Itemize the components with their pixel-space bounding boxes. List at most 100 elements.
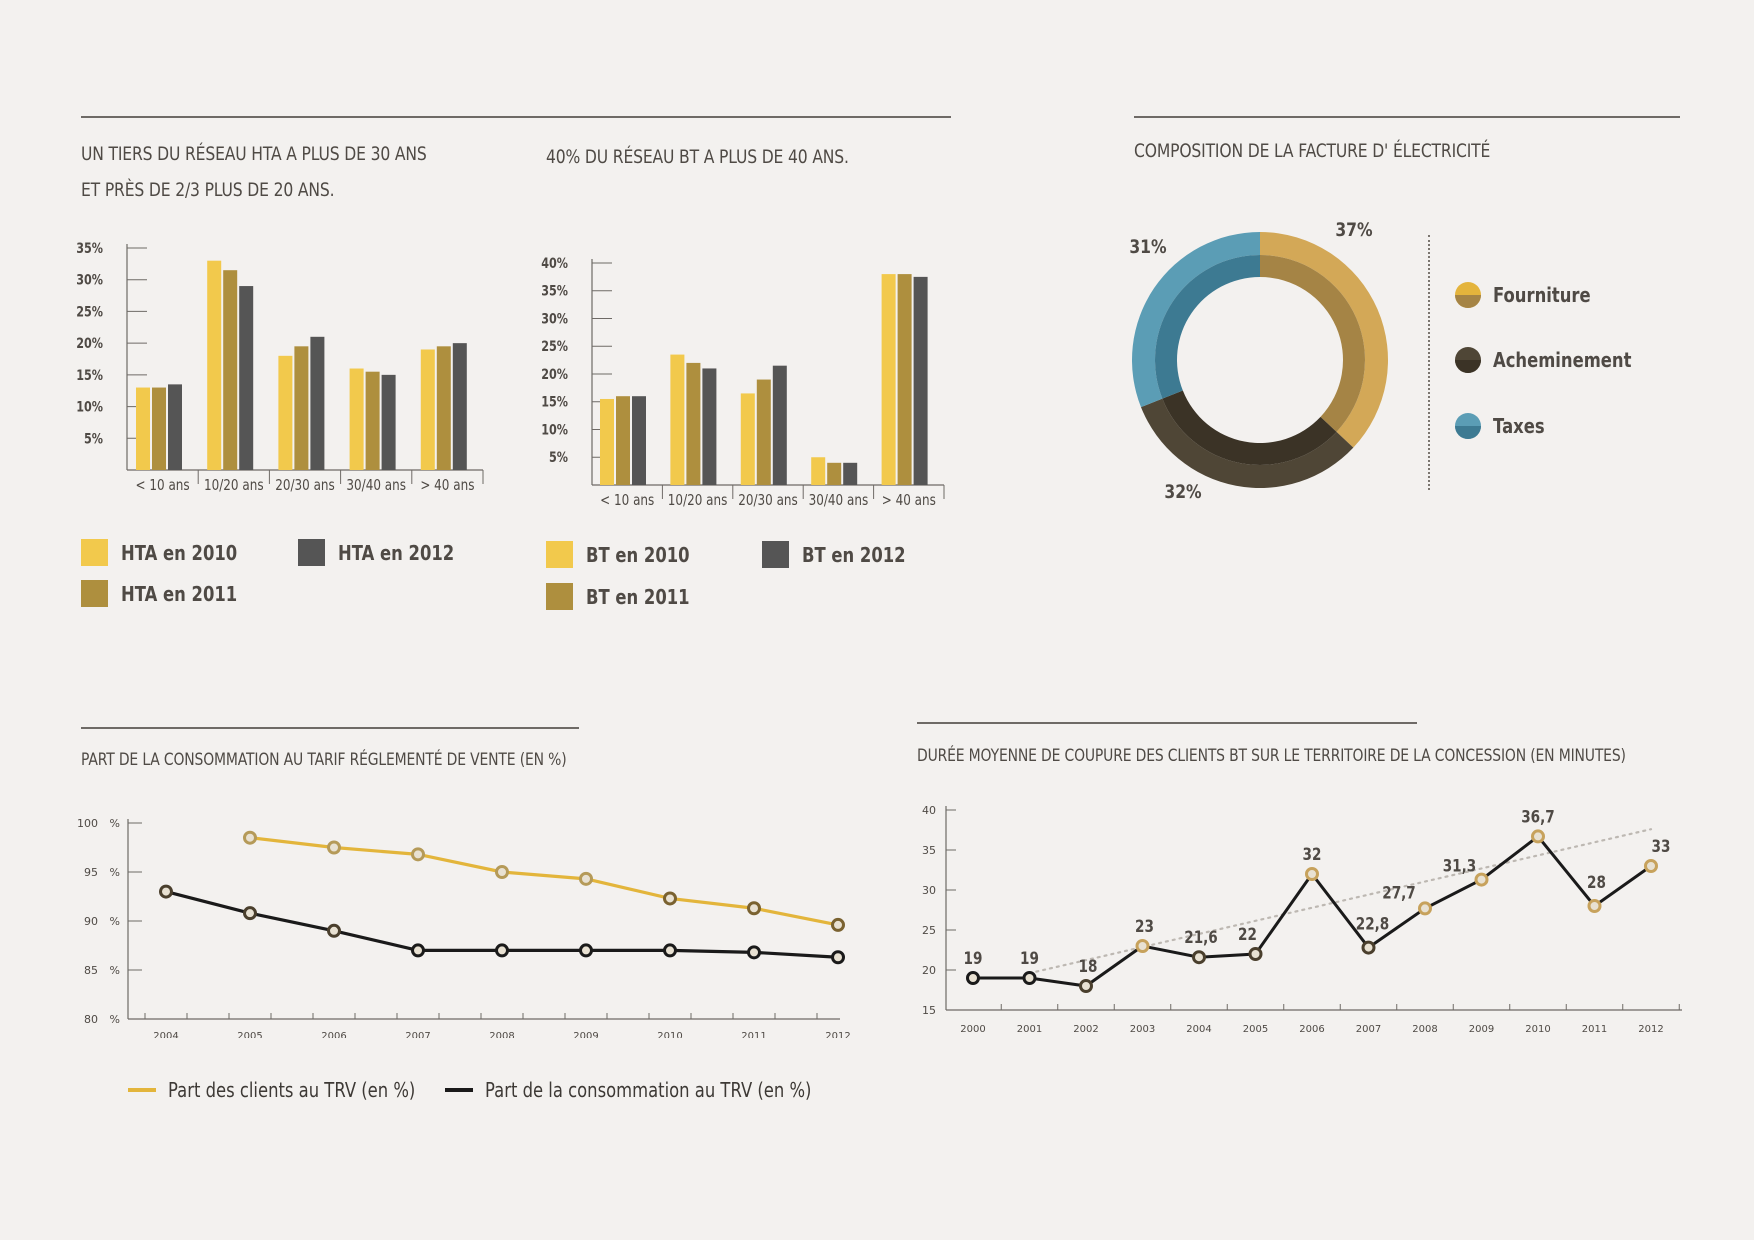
donut-slice-inner-0 [1260, 255, 1365, 432]
x-tick-label: > 40 ans [882, 492, 936, 510]
y-tick-label: 35 [922, 844, 936, 857]
x-tick-label: 2008 [489, 1031, 514, 1038]
coupure-point-7 [1361, 940, 1376, 955]
coupure-point-9 [1474, 872, 1489, 887]
x-tick-label: 2003 [1130, 1024, 1155, 1035]
bar-bt-1-4 [897, 274, 912, 485]
legend-bt-2010: BT en 2010 [546, 541, 712, 568]
legend-taxes: Taxes [1455, 413, 1556, 439]
swatch-fourniture [1455, 282, 1481, 308]
trv-line-chart: 80 % 85 % 90 % 95 % 100 % 2004 2005 2006 2007 2008 2009… [77, 817, 850, 1038]
swatch-hta-2012 [298, 539, 325, 566]
x-tick-label: 2008 [1412, 1024, 1437, 1035]
bar-hta-1-2 [294, 346, 309, 470]
hta-bar-chart: 5% 10% 15% 20% 25% 30% 35% < 10 ans 10/20 ans 20/… [76, 240, 484, 495]
bar-bt-2-0 [632, 396, 646, 485]
line-swatch-clients [128, 1088, 156, 1092]
legend-label: HTA en 2012 [338, 540, 455, 565]
y-tick-label: 30% [541, 310, 568, 327]
hta-title-line1: UN TIERS DU RÉSEAU HTA A PLUS DE 30 ANS [81, 143, 427, 165]
bt-bar-chart: 5% 10% 15% 20% 25% 30% 35% 40% < 10 ans 10/20 ans… [541, 255, 945, 510]
y-tick-label: 25% [541, 338, 568, 355]
x-tick-label: 2009 [573, 1031, 598, 1038]
donut-label: 31% [1129, 237, 1166, 259]
x-tick-label: 30/40 ans [346, 477, 406, 495]
bar-bt-1-0 [616, 396, 630, 485]
y-tick-label: 40 [922, 804, 936, 817]
coupure-point-2 [1079, 979, 1093, 993]
swatch-bt-2011 [546, 583, 573, 610]
line-swatch-conso [445, 1088, 473, 1092]
y-tick-label: 35% [541, 282, 568, 299]
bar-bt-1-2 [756, 379, 771, 485]
trv-point-0-7 [747, 901, 761, 916]
x-tick-label: 2004 [153, 1031, 178, 1038]
x-tick-label: 2006 [1299, 1024, 1324, 1035]
coupure-data-label: 18 [1079, 957, 1098, 977]
bar-hta-0-3 [349, 368, 364, 470]
coupure-point-11 [1587, 899, 1602, 913]
y-tick-label: 30% [76, 271, 103, 288]
y-tick-label: 15% [76, 367, 103, 384]
y-unit-label: % [110, 964, 120, 977]
y-tick-label: 100 [77, 817, 98, 830]
trv-point-0-2 [327, 840, 341, 855]
trv-point-1-3 [411, 943, 425, 958]
x-tick-label: 2005 [1243, 1024, 1268, 1035]
legend-label: Taxes [1493, 414, 1545, 438]
coupure-point-5 [1248, 947, 1263, 961]
bar-bt-2-4 [913, 276, 928, 485]
coupure-data-label: 28 [1587, 873, 1606, 893]
coupure-line-chart: 15 20 25 30 35 40 2000 2001 2002 2003 2004 2005 2006… [922, 804, 1682, 1035]
donut-slice-outer-2 [1132, 232, 1260, 408]
legend-label: BT en 2010 [586, 542, 690, 567]
coupure-data-label: 32 [1303, 845, 1322, 865]
coupure-point-12 [1644, 859, 1658, 873]
x-tick-label: < 10 ans [136, 477, 190, 495]
legend-label: BT en 2011 [586, 584, 690, 609]
y-tick-label: 20% [76, 335, 103, 352]
swatch-hta-2011 [81, 580, 108, 607]
legend-label: HTA en 2010 [121, 540, 238, 565]
x-tick-label: < 10 ans [600, 492, 654, 510]
y-tick-label: 25% [76, 303, 103, 320]
coupure-data-label: 33 [1652, 837, 1671, 857]
trv-point-1-8 [831, 950, 845, 965]
donut-slice-outer-0 [1260, 232, 1388, 448]
trv-point-0-5 [579, 871, 593, 886]
trv-title: PART DE LA CONSOMMATION AU TARIF RÉGLEME… [81, 750, 567, 770]
x-tick-label: 2010 [1525, 1024, 1550, 1035]
donut-slice-inner-1 [1162, 390, 1337, 465]
legend-hta-2012: HTA en 2012 [298, 539, 480, 566]
legend-label: BT en 2012 [802, 542, 906, 567]
trv-point-0-3 [411, 847, 425, 862]
facture-donut-chart: 37% 32% 31% [1129, 220, 1388, 503]
bar-hta-0-2 [278, 355, 293, 470]
y-unit-label: % [110, 817, 120, 830]
y-tick-label: 95 [84, 866, 98, 879]
x-tick-label: 2012 [1638, 1024, 1663, 1035]
donut-label: 37% [1335, 220, 1372, 242]
x-tick-label: 2001 [1017, 1024, 1042, 1035]
coupure-point-3 [1135, 939, 1150, 953]
y-tick-label: 10% [76, 398, 103, 415]
bar-bt-2-3 [843, 462, 858, 485]
swatch-acheminement [1455, 347, 1481, 373]
legend-label: Acheminement [1493, 348, 1632, 372]
trv-point-1-7 [747, 945, 761, 960]
legend-acheminement: Acheminement [1455, 347, 1662, 373]
y-tick-label: 20 [922, 964, 936, 977]
x-tick-label: 2012 [825, 1031, 850, 1038]
bar-hta-2-1 [239, 286, 254, 470]
trv-point-1-2 [327, 923, 341, 938]
x-tick-label: 2006 [321, 1031, 346, 1038]
legend-hta-2011: HTA en 2011 [81, 580, 263, 607]
coupure-data-label: 19 [964, 949, 983, 969]
coupure-data-label: 22,8 [1356, 914, 1390, 934]
legend-hta-2010: HTA en 2010 [81, 539, 263, 566]
y-tick-label: 80 [84, 1013, 98, 1026]
coupure-point-1 [1022, 971, 1037, 985]
y-tick-label: 35% [76, 240, 103, 257]
legend-trv-clients: Part des clients au TRV (en %) [128, 1078, 470, 1102]
coupure-point-4 [1192, 950, 1206, 965]
